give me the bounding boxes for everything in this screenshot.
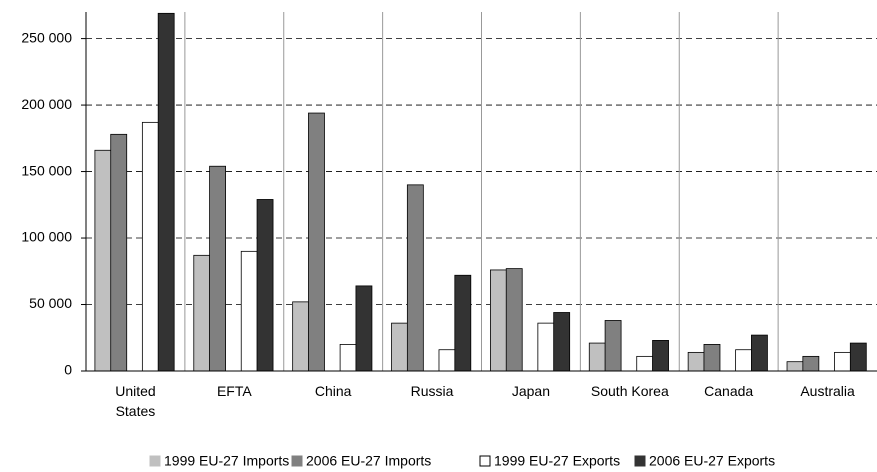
x-tick-label: Canada bbox=[704, 383, 754, 399]
x-tick-label: South Korea bbox=[590, 383, 669, 399]
bar bbox=[687, 351, 705, 372]
legend-label: 2006 EU-27 Exports bbox=[649, 453, 775, 469]
x-tick-label: China bbox=[314, 383, 352, 399]
bar bbox=[703, 344, 721, 372]
x-tick-label: Australia bbox=[800, 383, 855, 399]
legend-swatch bbox=[149, 455, 161, 467]
bar bbox=[355, 285, 373, 372]
bar bbox=[240, 250, 258, 372]
legend-label: 1999 EU-27 Imports bbox=[164, 453, 289, 469]
bar bbox=[834, 351, 851, 372]
x-tick-label: United States bbox=[115, 383, 156, 419]
legend-label: 1999 EU-27 Exports bbox=[494, 453, 620, 469]
bar bbox=[141, 121, 159, 372]
bar bbox=[454, 274, 472, 372]
bar bbox=[652, 340, 669, 372]
bar bbox=[636, 355, 654, 372]
bar bbox=[489, 269, 507, 372]
bar bbox=[438, 349, 456, 372]
legend-swatch bbox=[291, 455, 303, 467]
bar bbox=[209, 165, 226, 372]
bar bbox=[256, 199, 274, 372]
bar bbox=[406, 184, 424, 372]
bar bbox=[751, 334, 768, 372]
bar bbox=[292, 301, 310, 372]
legend-swatch bbox=[634, 455, 646, 467]
y-tick-label: 250 000 bbox=[21, 29, 72, 45]
bar bbox=[391, 322, 408, 372]
bar bbox=[802, 355, 820, 372]
bar bbox=[157, 12, 175, 372]
x-tick-label: Russia bbox=[410, 383, 454, 399]
bar bbox=[588, 342, 606, 372]
bar bbox=[94, 149, 112, 372]
bar bbox=[604, 320, 622, 372]
bar bbox=[110, 133, 128, 372]
y-tick-label: 200 000 bbox=[21, 96, 72, 112]
bar bbox=[308, 112, 325, 372]
bar bbox=[735, 349, 753, 372]
legend-swatch bbox=[479, 455, 491, 467]
bar bbox=[193, 254, 211, 372]
y-tick-label: 100 000 bbox=[21, 229, 72, 245]
bar bbox=[339, 344, 357, 372]
bar bbox=[505, 268, 523, 372]
bar bbox=[849, 342, 867, 372]
y-tick-label: 0 bbox=[64, 362, 72, 378]
bar bbox=[786, 361, 804, 372]
bar bbox=[553, 312, 571, 372]
x-tick-label: EFTA bbox=[216, 383, 252, 399]
y-tick-label: 50 000 bbox=[29, 295, 72, 311]
y-tick-label: 150 000 bbox=[21, 162, 72, 178]
bar bbox=[537, 322, 555, 372]
legend-label: 2006 EU-27 Imports bbox=[306, 453, 431, 469]
x-tick-label: Japan bbox=[511, 383, 551, 399]
